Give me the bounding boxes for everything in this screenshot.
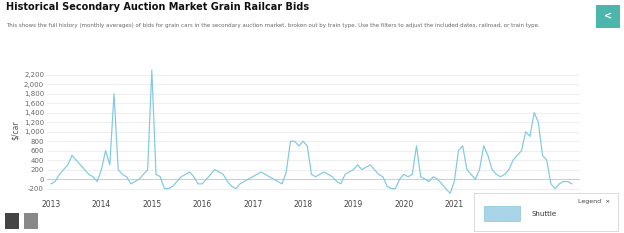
Text: Legend  ×: Legend × (578, 199, 610, 204)
FancyBboxPatch shape (5, 213, 19, 229)
Text: Shuttle: Shuttle (532, 211, 557, 217)
Y-axis label: $/car: $/car (11, 121, 19, 140)
Text: Historical Secondary Auction Market Grain Railcar Bids: Historical Secondary Auction Market Grai… (6, 2, 310, 12)
FancyBboxPatch shape (484, 206, 520, 221)
FancyBboxPatch shape (24, 213, 38, 229)
Text: <: < (603, 11, 612, 21)
Text: This shows the full history (monthly averages) of bids for grain cars in the sec: This shows the full history (monthly ave… (6, 23, 540, 28)
